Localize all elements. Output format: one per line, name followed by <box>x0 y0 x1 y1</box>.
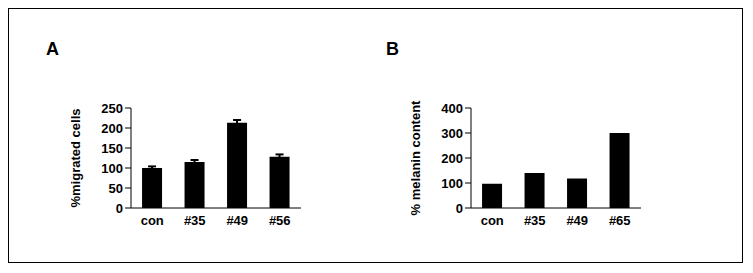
svg-text:0: 0 <box>116 201 123 216</box>
svg-text:#35: #35 <box>184 213 206 228</box>
svg-text:150: 150 <box>101 141 123 156</box>
svg-text:250: 250 <box>101 101 123 116</box>
svg-text:0: 0 <box>456 201 463 216</box>
svg-text:#56: #56 <box>269 213 291 228</box>
svg-text:#49: #49 <box>566 213 588 228</box>
svg-text:100: 100 <box>101 161 123 176</box>
svg-text:%migrated cells: %migrated cells <box>71 109 83 208</box>
svg-text:200: 200 <box>101 121 123 136</box>
html-text:A: A <box>46 39 59 59</box>
svg-text:100: 100 <box>441 176 463 191</box>
svg-text:50: 50 <box>109 181 123 196</box>
svg-text:#35: #35 <box>524 213 546 228</box>
svg-text:300: 300 <box>441 126 463 141</box>
svg-text:200: 200 <box>441 151 463 166</box>
svg-text:#65: #65 <box>609 213 631 228</box>
svg-text:#49: #49 <box>226 213 248 228</box>
svg-text:con: con <box>141 213 164 228</box>
svg-text:con: con <box>481 213 504 228</box>
html-text:B: B <box>386 39 399 59</box>
svg-text:400: 400 <box>441 101 463 116</box>
svg-text:% melanin content: % melanin content <box>411 100 423 216</box>
